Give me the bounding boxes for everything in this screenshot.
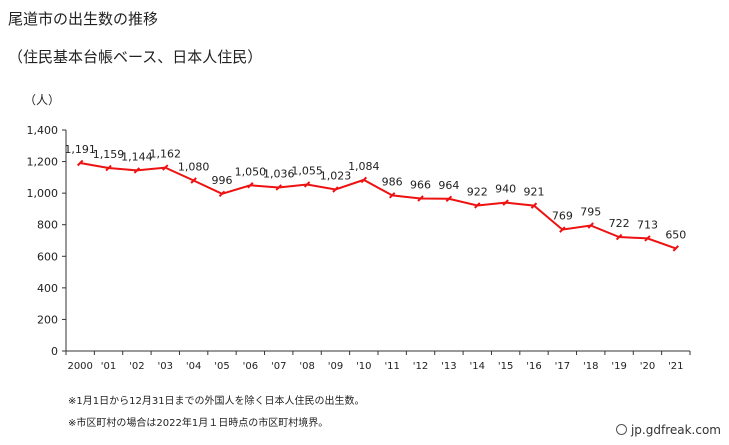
y-tick-label: 1,000 <box>27 187 59 200</box>
x-tick-label: '17 <box>555 361 570 372</box>
data-label: 1,162 <box>150 148 182 161</box>
chart-subtitle: （住民基本台帳ベース、日本人住民） <box>8 48 263 66</box>
data-label: 1,084 <box>348 160 380 173</box>
x-tick-label: '21 <box>668 361 683 372</box>
data-label: 1,055 <box>291 164 323 177</box>
x-tick-label: '03 <box>158 361 173 372</box>
data-point <box>530 202 538 209</box>
data-point <box>303 181 311 188</box>
data-label: 922 <box>467 185 488 198</box>
x-tick-label: '08 <box>299 361 314 372</box>
x-tick-label: '07 <box>271 361 286 372</box>
data-point <box>105 164 112 172</box>
data-point <box>445 195 453 203</box>
y-tick-label: 1,200 <box>27 156 59 169</box>
x-tick-label: '06 <box>243 361 258 372</box>
data-label: 795 <box>580 206 601 219</box>
data-label: 1,159 <box>93 148 125 161</box>
x-tick-label: '15 <box>498 361 513 372</box>
data-label: 964 <box>438 179 459 192</box>
data-point <box>502 199 509 206</box>
x-tick-label: '16 <box>526 361 541 372</box>
x-tick-label: '09 <box>328 361 343 372</box>
data-label: 650 <box>665 228 686 241</box>
y-tick-label: 0 <box>51 345 58 358</box>
data-point <box>672 245 680 252</box>
data-point <box>388 192 396 199</box>
y-tick-label: 400 <box>37 282 58 295</box>
x-tick-label: '19 <box>611 361 626 372</box>
data-label: 1,036 <box>263 167 295 180</box>
footnote-1: ※1月1日から12月31日までの外国人を除く日本人住民の出生数。 <box>68 396 365 407</box>
x-tick-label: '13 <box>441 361 456 372</box>
copyright-icon <box>615 424 627 435</box>
data-point <box>360 176 368 184</box>
data-point <box>587 222 594 229</box>
chart-title: 尾道市の出生数の推移 <box>8 10 159 28</box>
data-label: 940 <box>495 183 516 196</box>
data-point <box>133 167 141 174</box>
data-point <box>417 195 424 202</box>
data-label: 996 <box>212 174 233 187</box>
x-tick-label: '20 <box>640 361 655 372</box>
credit: jp.gdfreak.com <box>615 423 721 437</box>
y-tick-label: 800 <box>37 219 58 232</box>
data-point <box>218 190 226 197</box>
data-point <box>162 164 169 171</box>
data-label: 921 <box>524 186 545 199</box>
data-label: 1,050 <box>235 165 267 178</box>
data-point <box>332 186 339 193</box>
data-label: 1,191 <box>64 143 96 156</box>
data-point <box>190 177 197 184</box>
y-tick-label: 200 <box>37 313 58 326</box>
data-point <box>615 233 623 241</box>
data-point <box>275 184 282 191</box>
x-tick-label: '01 <box>101 361 116 372</box>
data-label: 713 <box>637 218 658 231</box>
data-label: 1,080 <box>178 161 210 174</box>
x-tick-label: '02 <box>129 361 144 372</box>
data-label: 966 <box>410 179 431 192</box>
x-tick-label: '14 <box>470 361 485 372</box>
x-tick-label: '11 <box>384 361 399 372</box>
x-tick-label: '18 <box>583 361 598 372</box>
x-tick-label: '05 <box>214 361 229 372</box>
x-tick-label: 2000 <box>67 361 92 372</box>
data-label: 769 <box>552 210 573 223</box>
x-tick-label: '04 <box>186 361 201 372</box>
y-axis-label: （人） <box>24 93 60 107</box>
data-point <box>247 182 254 189</box>
data-label: 986 <box>382 175 403 188</box>
x-tick-label: '12 <box>413 361 428 372</box>
data-label: 1,144 <box>121 150 153 163</box>
data-point <box>644 235 651 242</box>
y-tick-label: 600 <box>37 250 58 263</box>
data-label: 1,023 <box>320 170 352 183</box>
data-point <box>559 226 566 233</box>
y-tick-label: 1,400 <box>27 124 59 137</box>
credit-text: jp.gdfreak.com <box>630 423 721 437</box>
data-point <box>76 159 84 167</box>
footnote-2: ※市区町村の場合は2022年1月１日時点の市区町村境界。 <box>68 418 329 429</box>
data-point <box>474 202 481 209</box>
data-label: 722 <box>609 217 630 230</box>
series-line <box>80 162 677 250</box>
x-tick-label: '10 <box>356 361 371 372</box>
